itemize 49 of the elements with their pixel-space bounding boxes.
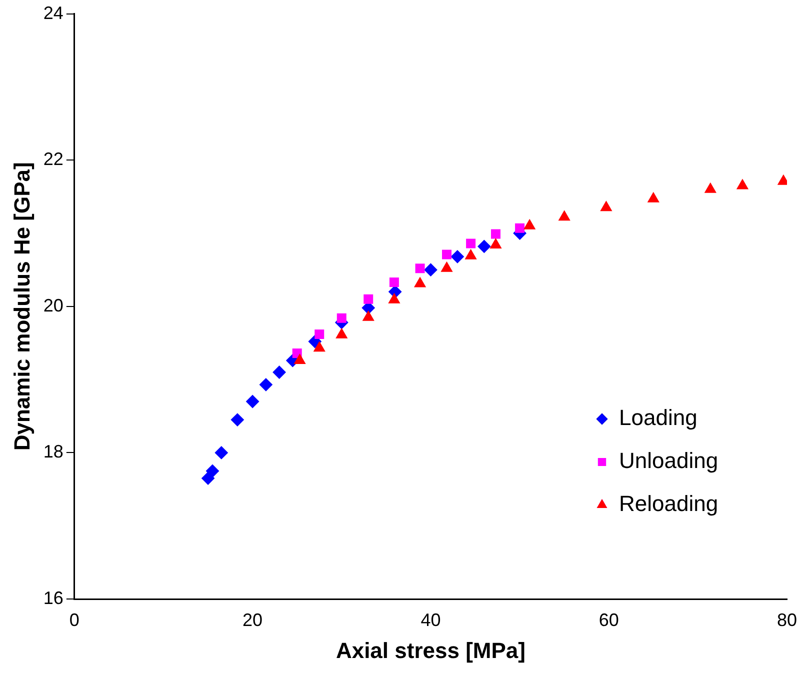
- y-axis-title: Dynamic modulus He [GPa]: [9, 162, 34, 451]
- y-tick-label: 24: [43, 2, 64, 23]
- point: [230, 413, 244, 426]
- y-tick-label: 18: [43, 442, 64, 462]
- point: [294, 354, 306, 364]
- legend-label: Unloading: [619, 448, 718, 474]
- x-tick-label: 20: [242, 610, 263, 630]
- x-tick-label: 60: [598, 610, 619, 630]
- point: [450, 250, 464, 264]
- point: [336, 328, 348, 338]
- y-tick-label: 22: [43, 149, 64, 170]
- point: [558, 210, 570, 221]
- point: [466, 238, 476, 248]
- point: [314, 342, 326, 352]
- point: [388, 293, 400, 304]
- point: [206, 464, 219, 478]
- point: [442, 250, 452, 260]
- point: [202, 472, 215, 485]
- y-tick-label: 20: [43, 295, 64, 316]
- point: [465, 249, 476, 260]
- point: [414, 277, 426, 288]
- point: [524, 219, 536, 230]
- point: [246, 394, 260, 408]
- point: [214, 446, 228, 460]
- point: [648, 192, 660, 202]
- point: [736, 179, 748, 190]
- point: [272, 366, 286, 379]
- legend-label: Loading: [619, 405, 698, 430]
- point: [259, 378, 272, 392]
- point: [415, 264, 425, 274]
- point: [362, 310, 374, 321]
- point: [389, 278, 399, 288]
- x-axis-title: Axial stress [MPa]: [336, 638, 526, 663]
- point: [490, 238, 502, 248]
- y-tick-label: 16: [43, 588, 64, 608]
- x-tick-label: 0: [69, 610, 80, 630]
- point: [314, 329, 324, 339]
- point: [600, 201, 612, 212]
- point: [478, 240, 491, 253]
- point: [704, 182, 716, 193]
- point: [490, 229, 500, 239]
- point: [424, 263, 438, 276]
- legend-label: Reloading: [619, 491, 718, 516]
- x-tick-label: 80: [776, 610, 798, 630]
- point: [336, 313, 346, 323]
- point: [441, 262, 452, 272]
- x-tick-label: 40: [420, 610, 441, 630]
- point: [515, 223, 525, 233]
- point: [364, 294, 374, 304]
